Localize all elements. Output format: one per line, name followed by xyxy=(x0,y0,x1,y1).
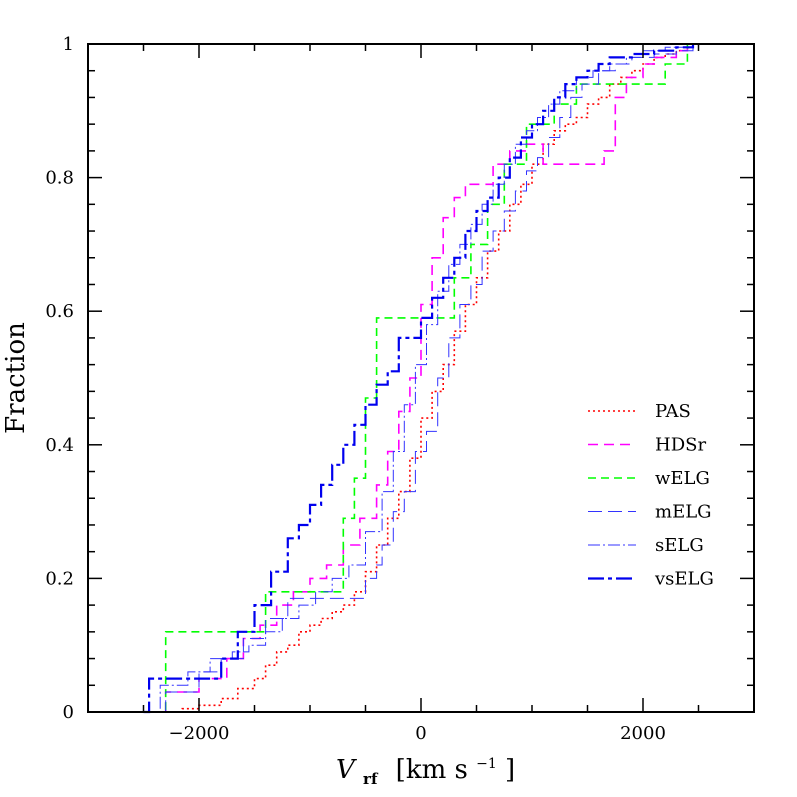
x-tick-label: 2000 xyxy=(620,723,666,744)
y-tick-label: 0.2 xyxy=(45,568,74,589)
y-tick-label: 0 xyxy=(63,702,74,723)
legend-label-hdsr: HDSr xyxy=(655,435,706,456)
y-tick-label: 0.4 xyxy=(45,435,74,456)
x-axis-label-close: ] xyxy=(505,755,515,785)
x-tick-label: −2000 xyxy=(169,723,230,744)
legend-label-vselg: vsELG xyxy=(654,569,714,590)
series-line-vselg xyxy=(143,44,695,714)
legend-label-selg: sELG xyxy=(655,535,704,556)
x-axis-label-main: V xyxy=(336,755,357,785)
x-axis-label-subscript: rf xyxy=(363,770,379,788)
legend-label-welg: wELG xyxy=(655,468,710,489)
series-line-melg xyxy=(143,44,694,713)
ticks-layer: −2000 0 2000 0 0.2 0.4 0.6 0.8 1 xyxy=(45,34,755,744)
series-line-selg xyxy=(143,44,694,713)
y-axis-label: Fraction xyxy=(1,322,31,434)
x-axis-label: V rf [km s −1 ] xyxy=(336,745,515,791)
y-tick-label: 0.8 xyxy=(45,168,74,189)
legend-label-pas: PAS xyxy=(655,401,691,422)
series-line-pas xyxy=(160,44,689,713)
series-line-welg xyxy=(154,44,689,713)
legend-label-melg: mELG xyxy=(655,502,712,523)
series-line-hdsr xyxy=(149,44,689,713)
plot-frame xyxy=(87,43,755,713)
y-tick-label: 1 xyxy=(63,34,74,55)
x-axis-label-exponent: −1 xyxy=(476,756,497,772)
series-layer xyxy=(143,44,695,714)
x-axis-label-units: [km s xyxy=(396,755,468,785)
legend: PAS HDSr wELG mELG sELG vsELG xyxy=(588,401,714,590)
y-tick-label: 0.6 xyxy=(45,301,74,322)
x-tick-label: 0 xyxy=(415,723,426,744)
